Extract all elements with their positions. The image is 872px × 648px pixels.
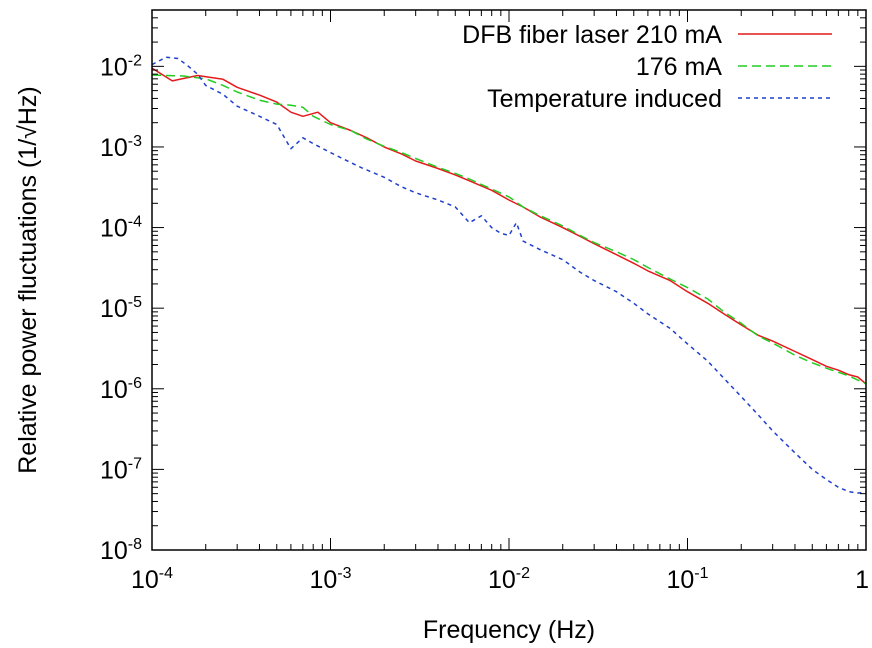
tick-label-exponent: -6: [128, 375, 142, 392]
tick-label-base: 10: [100, 376, 128, 404]
tick-label-base: 10: [666, 566, 694, 594]
tick-label-exponent: -4: [128, 214, 142, 231]
tick-label-base: 10: [309, 566, 337, 594]
tick-label-base: 10: [100, 53, 128, 81]
tick-label-base: 10: [488, 566, 516, 594]
tick-label-exponent: -1: [694, 565, 708, 582]
tick-label-base: 10: [100, 134, 128, 162]
y-tick-label: 10-4: [100, 214, 142, 243]
y-tick-label: 10-2: [100, 52, 142, 81]
x-axis-title: Frequency (Hz): [423, 616, 595, 644]
y-tick-label: 10-8: [100, 536, 142, 565]
plot-frame: [151, 9, 867, 551]
legend-label-1: DFB fiber laser 210 mA: [462, 21, 722, 49]
x-tick-label: 10-2: [488, 565, 530, 594]
legend: DFB fiber laser 210 mA 176 mA Temperature …: [462, 21, 832, 113]
y-axis-title: Relative power fluctuations (1/√Hz): [14, 86, 42, 474]
tick-label-exponent: -3: [337, 565, 351, 582]
tick-label-exponent: -3: [128, 133, 142, 150]
tick-label-exponent: -7: [128, 455, 142, 472]
y-tick-label: 10-6: [100, 375, 142, 404]
series-line-3: [151, 56, 867, 494]
y-tick-label: 10-5: [100, 294, 142, 323]
x-tick-label: 10-3: [309, 565, 351, 594]
y-tick-label: 10-7: [100, 455, 142, 484]
legend-label-3: Temperature induced: [487, 85, 722, 113]
tick-label-exponent: -5: [128, 294, 142, 311]
tick-labels: 10-4 10-3 10-2 10-1 110-810-710-610-510-410-…: [100, 52, 869, 594]
x-tick-label: 10-1: [666, 565, 708, 594]
y-tick-label: 10-3: [100, 133, 142, 162]
ticks-layer: [151, 9, 867, 551]
legend-label-2: 176 mA: [636, 53, 722, 81]
tick-label-exponent: -2: [516, 565, 530, 582]
tick-label-exponent: -4: [159, 565, 173, 582]
tick-label-base: 10: [131, 566, 159, 594]
series-line-2: [151, 74, 867, 385]
tick-label-base: 10: [100, 215, 128, 243]
tick-label-exponent: -8: [128, 536, 142, 553]
tick-label-base: 10: [100, 537, 128, 565]
tick-label-base: 10: [100, 456, 128, 484]
tick-label-base: 1: [855, 566, 869, 594]
tick-label-exponent: -2: [128, 52, 142, 69]
series-layer: [151, 56, 867, 494]
x-tick-label: 10-4: [131, 565, 173, 594]
tick-label-base: 10: [100, 295, 128, 323]
x-tick-label: 1: [855, 566, 869, 594]
